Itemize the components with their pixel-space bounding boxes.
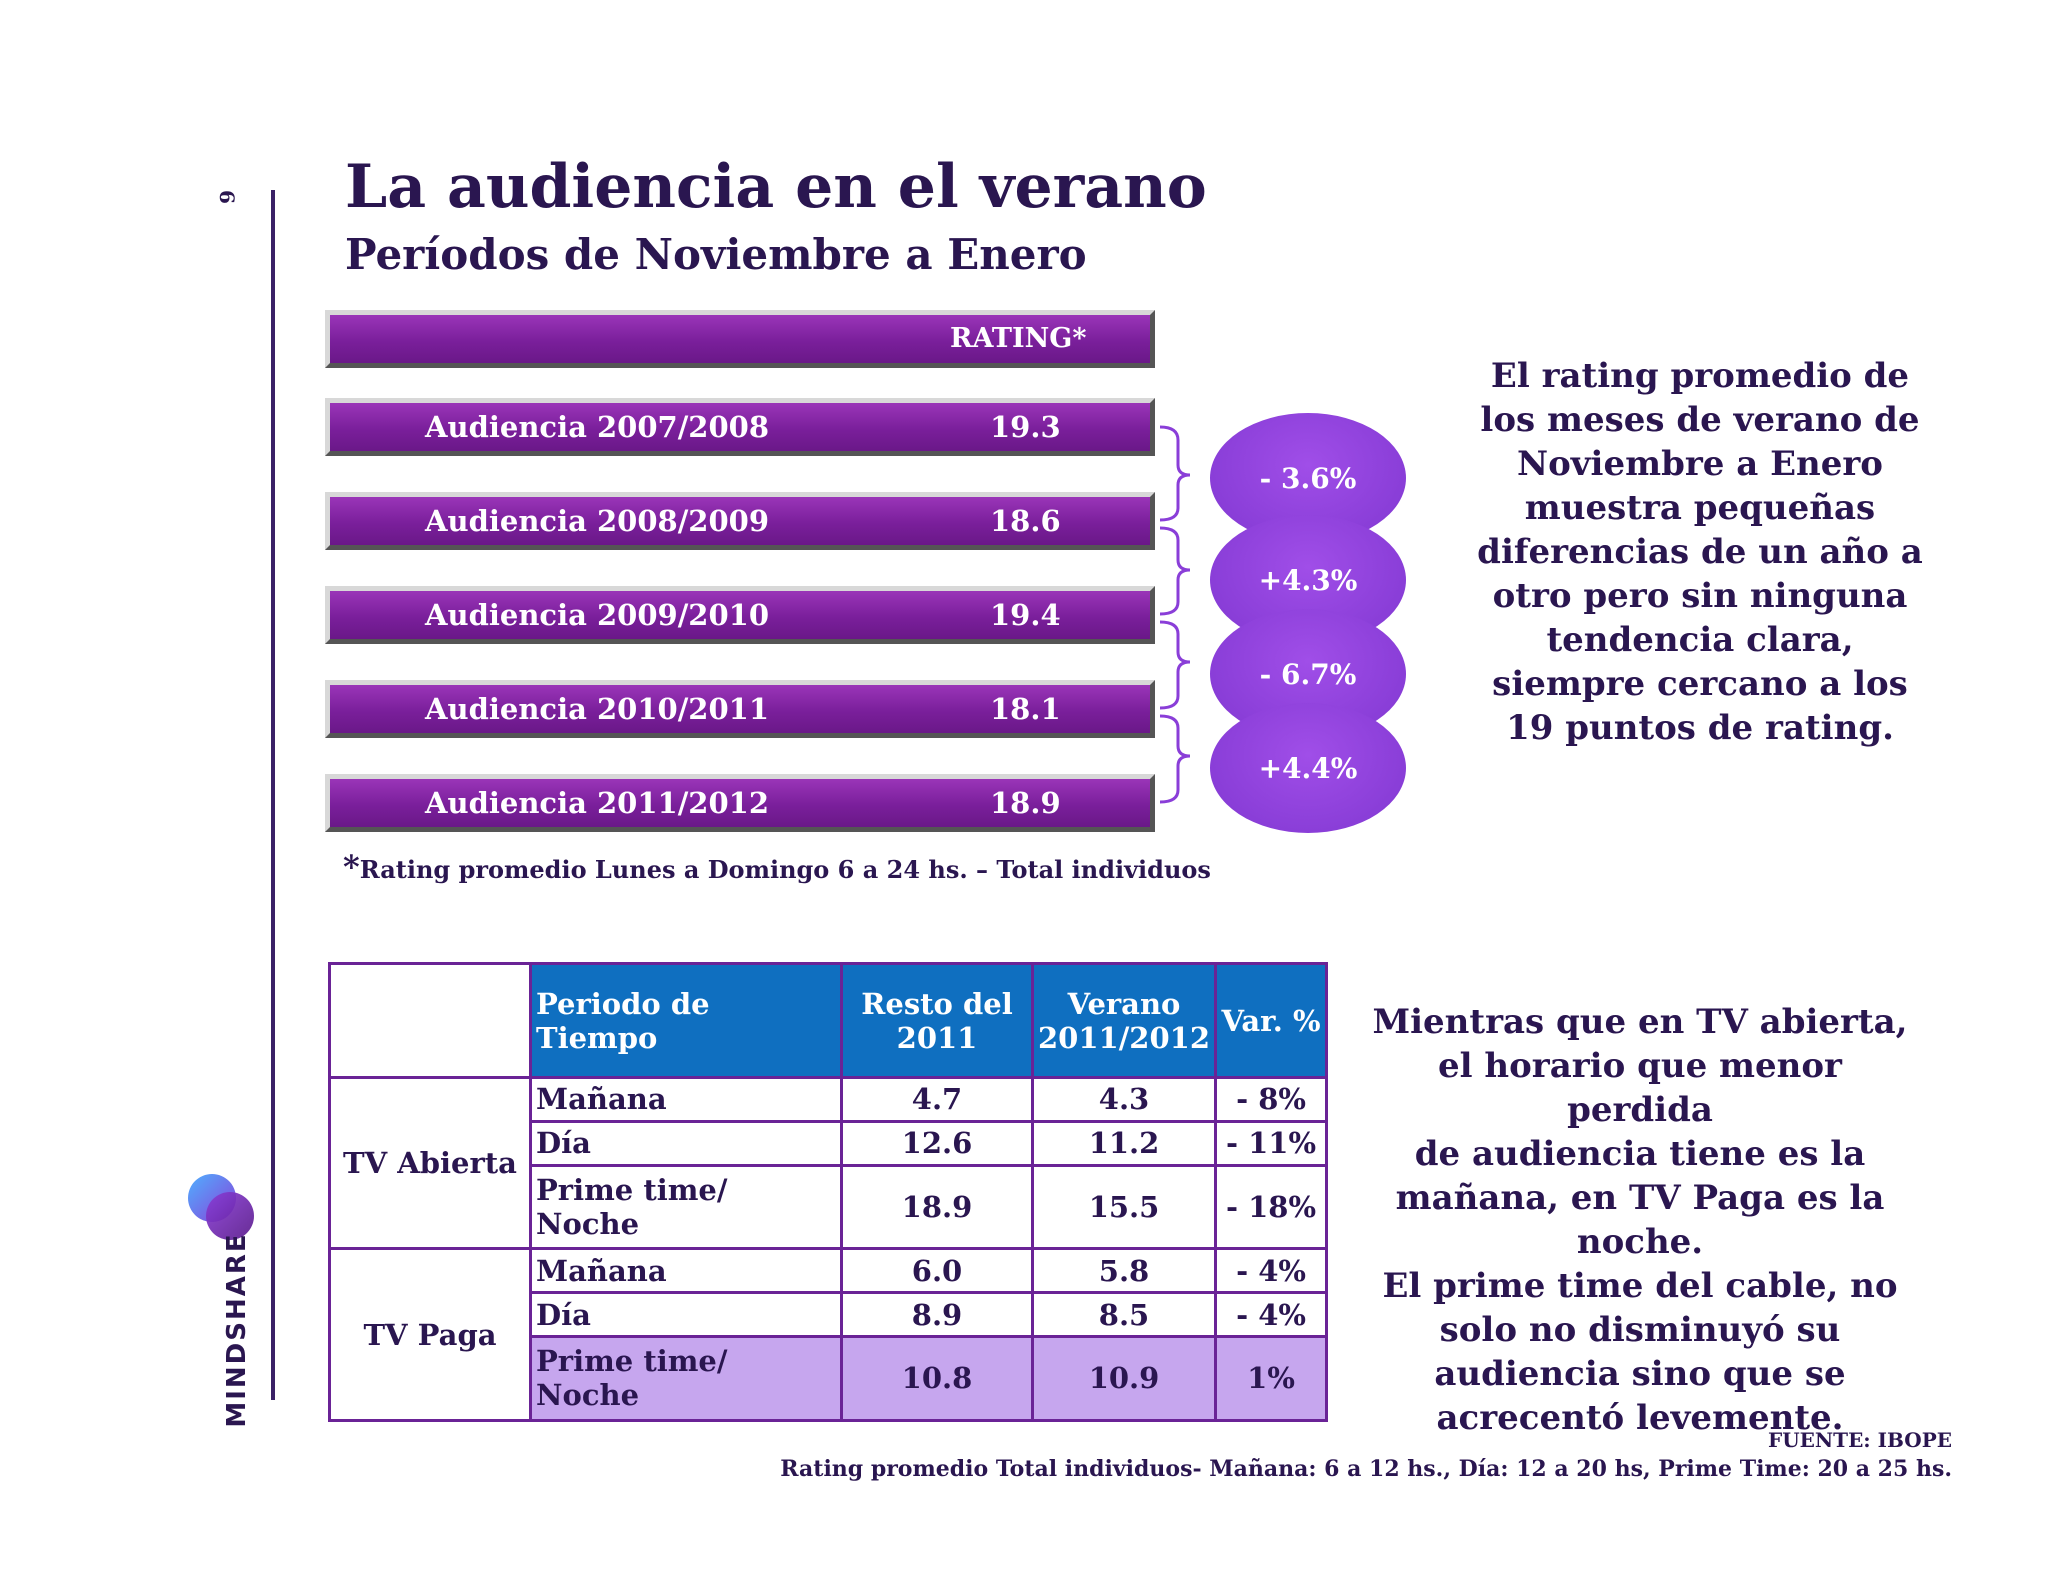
table-row: Día 12.6 11.2 - 11% [330,1119,1328,1167]
source-label: FUENTE: IBOPE [1768,1428,1952,1452]
page-title: La audiencia en el verano [345,152,1207,222]
summary-line: Noviembre a Enero [1517,444,1883,484]
audience-bar-value: 18.9 [990,786,1061,820]
table-row: TV Abierta Mañana 4.7 4.3 - 8% [328,1075,1328,1251]
group-label: TV Paga [328,1247,532,1422]
rating-definition-note: Rating promedio Total individuos- Mañana… [780,1456,1952,1482]
audience-bar-label: Audiencia 2011/2012 [425,786,769,820]
resto-cell: 10.8 [840,1334,1034,1423]
summary-line: siempre cercano a los [1492,664,1908,704]
group-label: TV Abierta [328,1075,532,1251]
var-cell: - 11% [1214,1119,1328,1167]
summary-line: muestra pequeñas [1524,488,1876,528]
summary-line: los meses de verano de [1480,400,1920,440]
audience-bar: Audiencia 2007/2008 19.3 [325,398,1155,456]
resto-cell: 8.9 [840,1291,1034,1338]
period-cell: Mañana [529,1076,843,1123]
resto-cell: 6.0 [840,1247,1034,1295]
summary-line: El rating promedio de [1490,356,1910,396]
summary-text-top: El rating promedio de los meses de veran… [1460,354,1940,750]
column-header: Var. % [1214,962,1328,1079]
summary-line: noche. [1576,1222,1704,1262]
period-cell: Prime time/ Noche [529,1163,843,1251]
audience-bar: Audiencia 2009/2010 19.4 [325,586,1155,644]
var-cell: - 4% [1214,1247,1328,1295]
verano-cell: 8.5 [1030,1291,1218,1338]
table-row: Prime time/ Noche 18.9 15.5 - 18% [330,1163,1328,1251]
table-header-row: Periodo de Tiempo Resto del 2011 Verano … [328,962,1328,1079]
rating-header-label: RATING* [950,323,1087,354]
table-row: TV Paga Mañana 6.0 5.8 - 4% [328,1247,1328,1422]
table-row: Día 8.9 8.5 - 4% [330,1291,1328,1338]
audience-bar-value: 18.6 [990,504,1061,538]
page-subtitle: Períodos de Noviembre a Enero [345,230,1087,279]
table-row-highlighted: Prime time/ Noche 10.8 10.9 1% [330,1334,1328,1423]
table-corner-cell [328,962,532,1079]
summary-line: Mientras que en TV abierta, [1372,1002,1908,1042]
summary-line: 19 puntos de rating. [1506,708,1894,748]
summary-line: el horario que menor perdida [1438,1046,1842,1130]
period-cell: Día [529,1119,843,1167]
summary-line: audiencia sino que se [1434,1354,1846,1394]
summary-line: solo no disminuyó su [1439,1310,1841,1350]
audience-bar: Audiencia 2010/2011 18.1 [325,680,1155,738]
bar-brackets [1159,425,1191,804]
footnote-asterisk: * [343,848,360,886]
var-cell: - 8% [1214,1076,1328,1123]
verano-cell: 10.9 [1030,1334,1218,1423]
verano-cell: 5.8 [1030,1247,1218,1295]
summary-line: diferencias de un año a [1477,532,1923,572]
resto-cell: 18.9 [840,1163,1034,1251]
period-cell: Mañana [529,1247,843,1295]
rating-footnote: *Rating promedio Lunes a Domingo 6 a 24 … [343,848,1211,886]
verano-cell: 15.5 [1030,1163,1218,1251]
change-bubble: +4.4% [1210,703,1406,833]
rating-header-bar: RATING* [325,310,1155,368]
audience-table: Periodo de Tiempo Resto del 2011 Verano … [328,962,1328,1423]
vertical-divider [271,190,275,1400]
verano-cell: 4.3 [1030,1076,1218,1123]
audience-bar-label: Audiencia 2009/2010 [425,598,769,632]
summary-line: otro pero sin ninguna [1492,576,1908,616]
change-bubble: - 6.7% [1210,609,1406,739]
summary-line: acrecentó levemente. [1436,1398,1844,1438]
audience-bar-label: Audiencia 2008/2009 [425,504,769,538]
var-cell: 1% [1214,1334,1328,1423]
audience-bar-value: 18.1 [990,692,1061,726]
audience-bar-label: Audiencia 2010/2011 [425,692,769,726]
footnote-text: Rating promedio Lunes a Domingo 6 a 24 h… [359,855,1211,884]
column-header: Resto del 2011 [840,962,1034,1079]
period-cell: Día [529,1291,843,1338]
summary-line: tendencia clara, [1546,620,1854,660]
resto-cell: 4.7 [840,1076,1034,1123]
audience-bar: Audiencia 2008/2009 18.6 [325,492,1155,550]
brand-logo-text: MINDSHARE [222,1232,252,1428]
column-header: Verano 2011/2012 [1030,962,1218,1079]
verano-cell: 11.2 [1030,1119,1218,1167]
summary-text-bottom: Mientras que en TV abierta, el horario q… [1370,1000,1910,1440]
audience-bar-value: 19.4 [990,598,1061,632]
var-cell: - 4% [1214,1291,1328,1338]
period-cell: Prime time/ Noche [529,1334,843,1423]
mindshare-logo-icon [188,1174,254,1240]
resto-cell: 12.6 [840,1119,1034,1167]
page-number: 6 [215,190,239,204]
var-cell: - 18% [1214,1163,1328,1251]
audience-bar-value: 19.3 [990,410,1061,444]
summary-line: mañana, en TV Paga es la [1395,1178,1885,1218]
audience-bar: Audiencia 2011/2012 18.9 [325,774,1155,832]
column-header: Periodo de Tiempo [529,962,843,1079]
summary-line: de audiencia tiene es la [1414,1134,1866,1174]
audience-bar-label: Audiencia 2007/2008 [425,410,769,444]
summary-line: El prime time del cable, no [1382,1266,1898,1306]
